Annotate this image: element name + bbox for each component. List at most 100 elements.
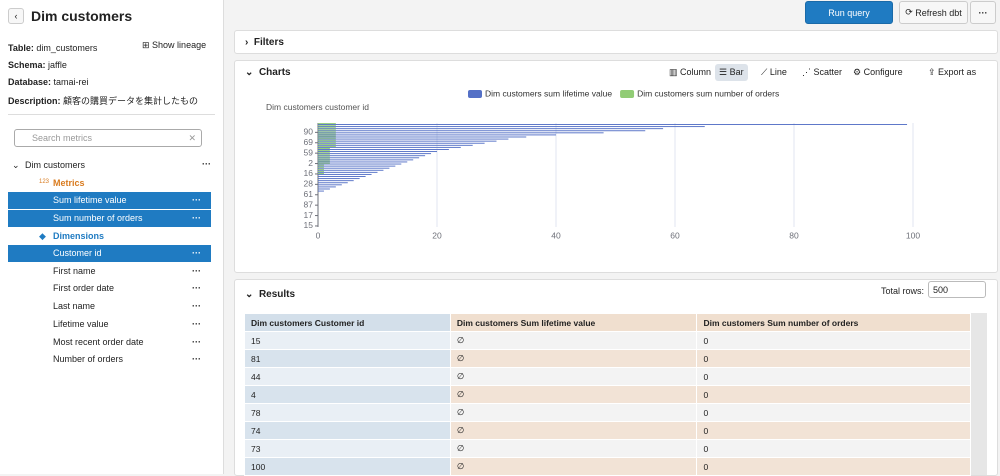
- item-menu[interactable]: ···: [192, 265, 201, 276]
- bar: [318, 180, 354, 182]
- refresh-dbt-button[interactable]: ⟳ Refresh dbt: [899, 1, 968, 24]
- bar: [318, 168, 324, 170]
- table-cell: 4: [244, 385, 451, 404]
- tree-item[interactable]: First order date ···: [8, 280, 211, 297]
- item-menu[interactable]: ···: [192, 248, 201, 258]
- table-cell: ∅: [449, 349, 698, 368]
- bar: [318, 128, 664, 130]
- bar: [318, 148, 330, 149]
- table-row: 81 ∅ 0: [244, 349, 971, 368]
- table-cell: ∅: [449, 403, 698, 422]
- item-menu[interactable]: ···: [192, 212, 201, 223]
- info-label: Schema:: [8, 60, 46, 70]
- item-menu[interactable]: ···: [192, 318, 201, 329]
- table-cell: 78: [244, 403, 451, 422]
- bar: [318, 151, 437, 153]
- bar: [318, 130, 646, 132]
- bar: [318, 153, 432, 155]
- legend-swatch: [620, 90, 635, 98]
- bar: [318, 145, 336, 147]
- tree-item[interactable]: First name ···: [8, 263, 211, 280]
- explore-menu[interactable]: ···: [202, 159, 211, 169]
- bar: [318, 126, 705, 128]
- table-cell: ∅: [449, 385, 698, 404]
- y-tick-label: 87: [304, 199, 314, 209]
- item-menu[interactable]: ···: [192, 354, 201, 365]
- chart-type-button[interactable]: ⟋ Line: [761, 67, 787, 77]
- chart-button-label: Line: [769, 67, 787, 77]
- chart-button-label: Column: [680, 67, 712, 77]
- table-row: 100 ∅ 0: [244, 457, 971, 476]
- tree-item[interactable]: Lifetime value ···: [8, 316, 211, 333]
- tree-item-label: Customer id: [53, 248, 102, 258]
- bar: [318, 139, 336, 141]
- tree-item-label: Number of orders: [53, 354, 124, 365]
- x-tick-label: 40: [551, 230, 561, 240]
- bar: [318, 135, 336, 137]
- bar: [318, 152, 330, 154]
- y-tick-label: 15: [304, 220, 314, 230]
- bar: [318, 163, 402, 165]
- results-table: Dim customers Customer id Dim customers S…: [244, 313, 971, 476]
- chart-button-label: Scatter: [813, 67, 843, 77]
- tree-item[interactable]: Number of orders ···: [8, 351, 211, 368]
- info-line: Description: 顧客の購買データを集計したもの: [8, 94, 198, 107]
- table-cell: 0: [696, 385, 971, 404]
- filters-panel[interactable]: › Filters: [234, 30, 998, 54]
- tree-item-label: First name: [53, 265, 96, 276]
- chart-type-button[interactable]: ☰ Bar: [715, 64, 748, 81]
- x-tick-label: 20: [432, 230, 442, 240]
- y-tick-label: 61: [304, 189, 314, 199]
- back-button[interactable]: ‹: [8, 8, 24, 24]
- results-panel: ⌄ Results Total rows: 500 Dim customers …: [234, 279, 998, 476]
- bar: [318, 129, 336, 131]
- table-cell: 0: [696, 457, 971, 476]
- info-line: Table: dim_customers: [8, 43, 97, 53]
- show-lineage[interactable]: ⊞ Show lineage: [142, 40, 207, 50]
- chart-button-label: Export as: [938, 67, 977, 77]
- table-row: 73 ∅ 0: [244, 439, 971, 458]
- item-menu[interactable]: ···: [192, 283, 201, 294]
- tree-item[interactable]: Sum lifetime value ···: [8, 192, 211, 209]
- bar: [318, 157, 420, 159]
- bar: [318, 143, 336, 145]
- run-query-button[interactable]: Run query: [805, 1, 893, 24]
- item-menu[interactable]: ···: [192, 195, 201, 205]
- column-header: Dim customers Customer id: [244, 313, 451, 332]
- chart-type-button[interactable]: ⚙ Configure: [853, 67, 903, 77]
- table-row: 74 ∅ 0: [244, 421, 971, 440]
- bar: [318, 158, 330, 160]
- x-tick-label: 60: [670, 230, 680, 240]
- bar: [318, 140, 497, 142]
- more-button[interactable]: ···: [970, 1, 996, 24]
- bar: [318, 161, 408, 163]
- y-tick-label: 28: [304, 179, 314, 189]
- tree-item[interactable]: Last name ···: [8, 298, 211, 315]
- table-cell: 44: [244, 367, 451, 386]
- bar: [318, 134, 556, 136]
- item-menu[interactable]: ···: [192, 336, 201, 347]
- tree-item[interactable]: Customer id ···: [8, 245, 211, 262]
- x-tick-label: 100: [906, 230, 920, 240]
- chart-type-button[interactable]: ⇪ Export as: [928, 67, 977, 77]
- info-label: Database:: [8, 77, 52, 87]
- table-cell: 15: [244, 331, 451, 350]
- bar: [318, 125, 336, 127]
- column-header: Dim customers Sum lifetime value: [449, 313, 698, 332]
- bar: [318, 173, 324, 174]
- table-row: 15 ∅ 0: [244, 331, 971, 350]
- total-rows-input[interactable]: 500: [928, 281, 986, 298]
- explore-caret[interactable]: ⌄: [12, 160, 20, 170]
- tree-item[interactable]: Sum number of orders ···: [8, 209, 211, 227]
- table-cell: 100: [244, 457, 451, 476]
- sidebar: ‹ Dim customers Table: dim_customers Sche…: [0, 0, 224, 474]
- tree-item[interactable]: Most recent order date ···: [8, 334, 211, 351]
- bar: [318, 165, 396, 167]
- search-input[interactable]: Search metrics ✕: [14, 129, 202, 147]
- item-menu[interactable]: ···: [192, 301, 201, 312]
- chart-type-button[interactable]: ▥ Column: [669, 67, 712, 77]
- bar: [318, 155, 426, 157]
- tree-item-label: Sum lifetime value: [53, 195, 127, 205]
- chart-type-button[interactable]: ⋰ Scatter: [802, 67, 843, 77]
